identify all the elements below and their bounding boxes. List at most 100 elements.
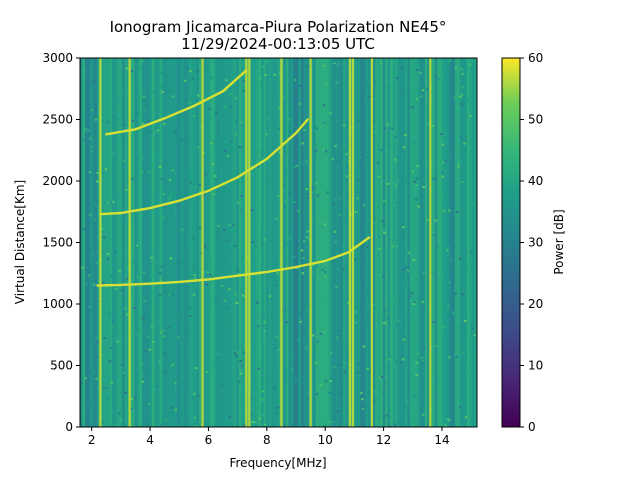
heatmap-column xyxy=(387,58,391,427)
heatmap-cell xyxy=(256,302,259,304)
heatmap-column xyxy=(124,58,128,427)
heatmap-cell xyxy=(413,180,417,183)
heatmap-cell xyxy=(361,85,364,88)
heatmap-cell xyxy=(287,118,291,121)
heatmap-cell xyxy=(382,275,385,278)
heatmap-cell xyxy=(107,201,110,204)
heatmap-cell xyxy=(189,177,192,180)
heatmap-cell xyxy=(343,311,346,314)
heatmap-column xyxy=(343,58,347,427)
heatmap-cell xyxy=(297,210,300,212)
heatmap-cell xyxy=(278,336,281,339)
heatmap-cell xyxy=(303,129,306,132)
heatmap-cell xyxy=(214,175,217,177)
heatmap-cell xyxy=(321,213,324,216)
heatmap-cell xyxy=(263,177,267,180)
colorbar-tick-label: 40 xyxy=(528,174,543,188)
heatmap-cell xyxy=(277,66,280,69)
heatmap-cell xyxy=(301,117,304,120)
heatmap-cell xyxy=(162,193,166,196)
heatmap-cell xyxy=(283,208,287,211)
heatmap-cell xyxy=(297,338,300,341)
heatmap-cell xyxy=(160,265,164,268)
heatmap-cell xyxy=(423,390,426,393)
heatmap-cell xyxy=(454,292,457,295)
heatmap-cell xyxy=(105,386,108,389)
x-axis-label: Frequency[MHz] xyxy=(229,456,326,470)
heatmap-cell xyxy=(446,418,450,420)
heatmap-cell xyxy=(141,122,145,125)
heatmap-cell xyxy=(299,320,302,323)
heatmap-column xyxy=(405,58,409,427)
heatmap-column xyxy=(174,58,178,427)
heatmap-cell xyxy=(119,410,123,413)
heatmap-cell xyxy=(119,132,123,135)
heatmap-cell xyxy=(159,279,162,282)
heatmap-cell xyxy=(342,215,346,218)
heatmap-cell xyxy=(276,413,279,416)
heatmap-cell xyxy=(311,334,315,337)
y-axis-ticks: 0 500 1000 1500 2000 2500 3000 xyxy=(42,51,80,434)
heatmap-cell xyxy=(435,344,438,347)
heatmap-cell xyxy=(273,73,276,76)
heatmap-cell xyxy=(204,128,207,130)
heatmap-cell xyxy=(412,259,416,262)
heatmap-column xyxy=(256,58,260,427)
heatmap-cell xyxy=(236,201,240,204)
heatmap-cell xyxy=(88,305,91,308)
heatmap-cell xyxy=(144,350,147,352)
heatmap-cell xyxy=(475,345,477,348)
heatmap-cell xyxy=(367,95,370,98)
heatmap-cell xyxy=(142,95,146,98)
heatmap-cell xyxy=(143,300,146,303)
heatmap-cell xyxy=(434,219,437,222)
heatmap-cell xyxy=(381,220,385,223)
heatmap-cell xyxy=(205,283,208,286)
heatmap-column xyxy=(469,58,473,427)
heatmap-cell xyxy=(116,340,119,343)
heatmap-cell xyxy=(408,295,411,298)
heatmap-cell xyxy=(379,148,383,151)
heatmap-column xyxy=(442,58,446,427)
heatmap-cell xyxy=(136,412,140,414)
heatmap-cell xyxy=(395,186,398,189)
heatmap-cell xyxy=(427,123,430,126)
heatmap-column xyxy=(181,58,185,427)
heatmap-cell xyxy=(471,60,474,63)
heatmap-column xyxy=(278,58,282,427)
heatmap-cell xyxy=(342,397,346,400)
x-tick-label: 14 xyxy=(434,433,449,447)
heatmap-cell xyxy=(284,368,288,371)
heatmap-cell xyxy=(169,257,173,260)
heatmap-cell xyxy=(188,315,192,317)
heatmap-cell xyxy=(109,347,113,350)
heatmap-cell xyxy=(333,230,336,233)
heatmap-column xyxy=(402,58,406,427)
heatmap-cell xyxy=(284,79,287,81)
heatmap-cell xyxy=(268,395,272,398)
heatmap-cell xyxy=(94,118,98,121)
heatmap-column xyxy=(102,58,106,427)
heatmap-cell xyxy=(341,415,344,418)
heatmap-cell xyxy=(153,131,156,134)
heatmap-cell xyxy=(427,306,430,309)
heatmap-cell xyxy=(184,327,188,330)
heatmap-cell xyxy=(415,374,418,376)
heatmap-cell xyxy=(256,166,260,168)
y-axis-label: Virtual Distance[Km] xyxy=(13,180,27,304)
heatmap-cell xyxy=(196,146,200,149)
heatmap-cell xyxy=(239,398,242,401)
heatmap-cell xyxy=(333,366,336,369)
heatmap-cell xyxy=(236,357,240,360)
heatmap-cell xyxy=(223,184,227,186)
heatmap-cell xyxy=(163,92,166,95)
heatmap-cell xyxy=(357,371,361,374)
heatmap-cell xyxy=(312,264,315,267)
heatmap-cell xyxy=(164,399,167,402)
heatmap-column xyxy=(142,58,146,427)
heatmap-column xyxy=(330,58,334,427)
heatmap-cell xyxy=(366,288,370,291)
heatmap-cell xyxy=(103,337,106,339)
heatmap-cell xyxy=(459,136,462,139)
heatmap-cell xyxy=(224,105,227,108)
